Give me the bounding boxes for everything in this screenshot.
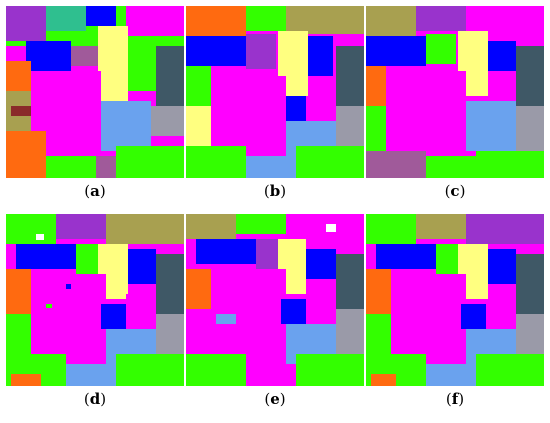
caption-c: (c) xyxy=(444,182,466,200)
panel-d: (d) xyxy=(6,214,184,408)
caption-a: (a) xyxy=(84,182,106,200)
classification-map-e xyxy=(186,214,364,386)
panel-a: (a) xyxy=(6,6,184,200)
caption-d: (d) xyxy=(83,390,107,408)
panel-c: (c) xyxy=(366,6,544,200)
caption-f: (f) xyxy=(445,390,465,408)
classification-map-a xyxy=(6,6,184,178)
caption-b: (b) xyxy=(263,182,287,200)
classification-map-c xyxy=(366,6,544,178)
classification-map-d xyxy=(6,214,184,386)
caption-e: (e) xyxy=(264,390,286,408)
panel-b: (b) xyxy=(186,6,364,200)
panel-f: (f) xyxy=(366,214,544,408)
panel-e: (e) xyxy=(186,214,364,408)
classification-map-f xyxy=(366,214,544,386)
classification-map-b xyxy=(186,6,364,178)
